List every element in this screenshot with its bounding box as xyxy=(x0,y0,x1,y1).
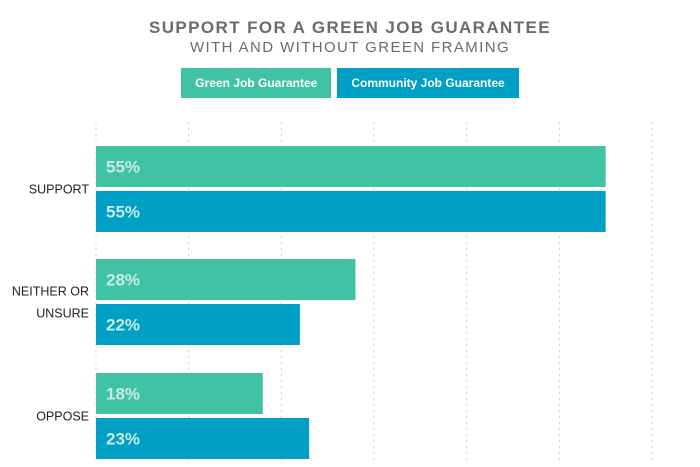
bar-community-job-guarantee[interactable] xyxy=(96,418,310,459)
legend: Green Job Guarantee Community Job Guaran… xyxy=(0,68,700,98)
bar-value-label: 28% xyxy=(106,271,140,290)
bar-green-job-guarantee[interactable] xyxy=(96,259,356,300)
category-label: SUPPORT xyxy=(29,183,90,197)
category-label-line: OPPOSE xyxy=(36,410,89,424)
bar-value-label: 55% xyxy=(106,158,140,177)
bar-community-job-guarantee[interactable] xyxy=(96,191,606,232)
bar-value-label: 18% xyxy=(106,385,140,404)
bar-value-label: 23% xyxy=(106,430,140,449)
chart-title: SUPPORT FOR A GREEN JOB GUARANTEE xyxy=(149,18,551,37)
legend-item-community-job-guarantee[interactable]: Community Job Guarantee xyxy=(337,68,519,98)
bar-value-label: 22% xyxy=(106,316,140,335)
bar-green-job-guarantee[interactable] xyxy=(96,146,606,187)
bar-community-job-guarantee[interactable] xyxy=(96,304,300,345)
category-label: OPPOSE xyxy=(36,410,89,424)
category-label-line: NEITHER OR xyxy=(12,285,89,299)
category-label-line: UNSURE xyxy=(36,307,89,321)
chart-subtitle: WITH AND WITHOUT GREEN FRAMING xyxy=(189,39,511,56)
bar-value-label: 55% xyxy=(106,203,140,222)
category-label: NEITHER OR UNSURE xyxy=(12,285,89,321)
category-label-line: SUPPORT xyxy=(29,183,90,197)
legend-item-green-job-guarantee[interactable]: Green Job Guarantee xyxy=(181,68,332,98)
bar-green-job-guarantee[interactable] xyxy=(96,373,263,414)
